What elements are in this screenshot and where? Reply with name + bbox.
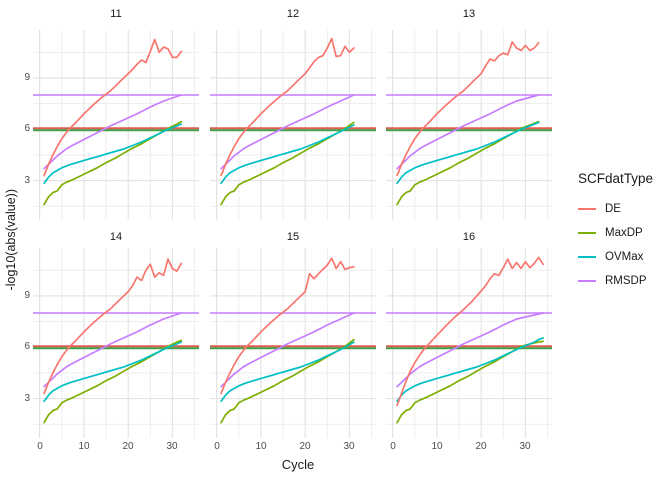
x-tick-label: 20 — [122, 441, 134, 452]
series-line-RMSDP — [396, 94, 540, 170]
series-line-DE — [396, 41, 540, 177]
facet-panel — [33, 30, 199, 220]
series-line-RMSDP — [43, 312, 183, 388]
x-tick-label: 10 — [431, 441, 443, 452]
facet-strip-label: 14 — [109, 231, 123, 243]
facet-panel — [386, 30, 552, 220]
y-tick-label: 6 — [24, 341, 30, 352]
x-tick-label: 10 — [255, 441, 267, 452]
x-tick-label: 20 — [299, 441, 311, 452]
facet-panel — [33, 248, 199, 438]
legend-label: DE — [605, 203, 621, 215]
facet-strip-label: 13 — [462, 8, 476, 20]
x-tick-label: 10 — [78, 441, 90, 452]
series-line-DE — [43, 38, 183, 177]
y-tick-label: 9 — [24, 72, 30, 83]
y-tick-label: 3 — [24, 393, 30, 404]
legend-key-line-icon — [578, 232, 596, 234]
series-line-RMSDP — [220, 312, 355, 388]
x-tick-label: 30 — [519, 441, 531, 452]
x-axis-title: Cycle — [281, 457, 315, 472]
facet-strip-label: 16 — [462, 231, 476, 243]
legend-key-line-icon — [578, 208, 596, 210]
y-tick-label: 9 — [24, 290, 30, 301]
legend-label: MaxDP — [605, 227, 643, 239]
facet-strip-label: 11 — [110, 8, 122, 20]
x-tick-label: 30 — [343, 441, 355, 452]
x-tick-label: 20 — [475, 441, 487, 452]
series-line-OVMax — [220, 124, 355, 185]
series-line-RMSDP — [220, 94, 355, 170]
y-tick-label: 3 — [24, 175, 30, 186]
x-tick-label: 0 — [214, 441, 220, 452]
legend: SCFdatType DE MaxDP OVMax RMSDP — [578, 171, 670, 293]
x-tick-label: 0 — [390, 441, 396, 452]
series-line-DE — [220, 37, 355, 177]
y-axis-title-text: -log10(abs(value)) — [4, 189, 18, 291]
series-line-OVMax — [220, 341, 355, 403]
legend-label: OVMax — [605, 251, 644, 263]
legend-item-MaxDP: MaxDP — [578, 221, 670, 245]
x-tick-label: 30 — [166, 441, 178, 452]
series-line-OVMax — [396, 121, 540, 185]
series-line-DE — [220, 257, 355, 395]
legend-item-RMSDP: RMSDP — [578, 269, 670, 293]
x-tick-label: 0 — [37, 441, 43, 452]
series-line-DE — [43, 258, 183, 395]
series-line-MaxDP — [396, 340, 544, 424]
facet-strip-label: 15 — [286, 231, 300, 243]
series-line-OVMax — [43, 341, 183, 403]
facet-panel — [210, 30, 376, 220]
legend-title: SCFdatType — [578, 171, 654, 186]
legend-key-line-icon — [578, 280, 596, 282]
facet-panel — [210, 248, 376, 438]
y-tick-label: 6 — [24, 123, 30, 134]
legend-label: RMSDP — [605, 275, 647, 287]
series-line-DE — [396, 256, 544, 407]
series-line-RMSDP — [43, 94, 183, 170]
series-line-OVMax — [43, 123, 183, 185]
facet-strip-label: 12 — [286, 8, 300, 20]
series-line-OVMax — [396, 337, 544, 403]
facet-panel — [386, 248, 552, 438]
legend-items: DE MaxDP OVMax RMSDP — [578, 197, 670, 293]
y-axis-title: -log10(abs(value)) — [2, 40, 20, 440]
legend-item-DE: DE — [578, 197, 670, 221]
legend-key-line-icon — [578, 256, 596, 258]
legend-item-OVMax: OVMax — [578, 245, 670, 269]
